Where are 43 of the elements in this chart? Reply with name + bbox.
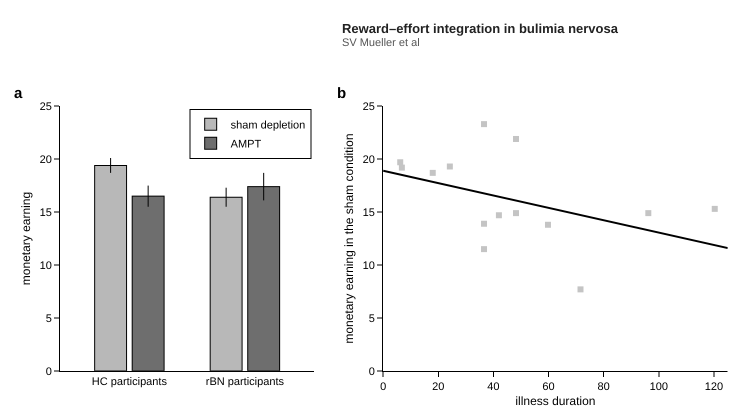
y-axis-title: monetary earning in the sham condition [342, 133, 356, 344]
y-tick-label: 20 [40, 154, 52, 166]
point [481, 121, 488, 128]
chart-title: a [14, 85, 23, 102]
y-tick-label: 25 [362, 101, 375, 114]
x-tick-label: 60 [542, 381, 555, 394]
y-tick-label: 0 [46, 366, 52, 378]
y-tick-label: 5 [368, 312, 375, 325]
y-tick-label: 10 [40, 260, 52, 272]
point [712, 206, 718, 212]
y-tick-label: 25 [40, 101, 52, 114]
point [481, 220, 488, 227]
y-tick-label: 0 [368, 366, 375, 378]
x-tick-label: 0 [380, 381, 386, 394]
point [398, 164, 405, 171]
x-tick-label: rBN participants [206, 376, 285, 388]
y-tick-label: 15 [40, 206, 52, 219]
point [512, 210, 519, 216]
x-tick-label: 100 [650, 381, 668, 394]
point [496, 212, 502, 218]
point [512, 136, 519, 142]
x-axis-title: illness duration [515, 394, 596, 408]
point [446, 164, 453, 170]
point [481, 246, 488, 252]
text: SV Mueller et al [342, 37, 420, 49]
x-tick-label: 20 [432, 381, 444, 394]
point [645, 210, 652, 216]
y-axis-title: monetary earning [18, 192, 33, 286]
point [578, 286, 584, 292]
y-tick-label: 5 [46, 312, 52, 325]
point [430, 170, 436, 176]
x-tick-label: 40 [487, 381, 500, 394]
y-tick-label: 20 [362, 154, 375, 166]
y-tick-label: 15 [362, 206, 375, 219]
x-tick-label: 120 [704, 381, 724, 394]
legend-label: sham depletion [230, 120, 306, 132]
chart-title: b [337, 85, 346, 102]
x-tick-label: HC participants [92, 376, 168, 388]
legend-label: AMPT [230, 138, 262, 151]
y-tick-label: 10 [362, 260, 375, 272]
x-tick-label: 80 [598, 381, 610, 394]
point [544, 222, 551, 228]
text: Reward–effort integration in bulimia nervosa [342, 21, 619, 36]
